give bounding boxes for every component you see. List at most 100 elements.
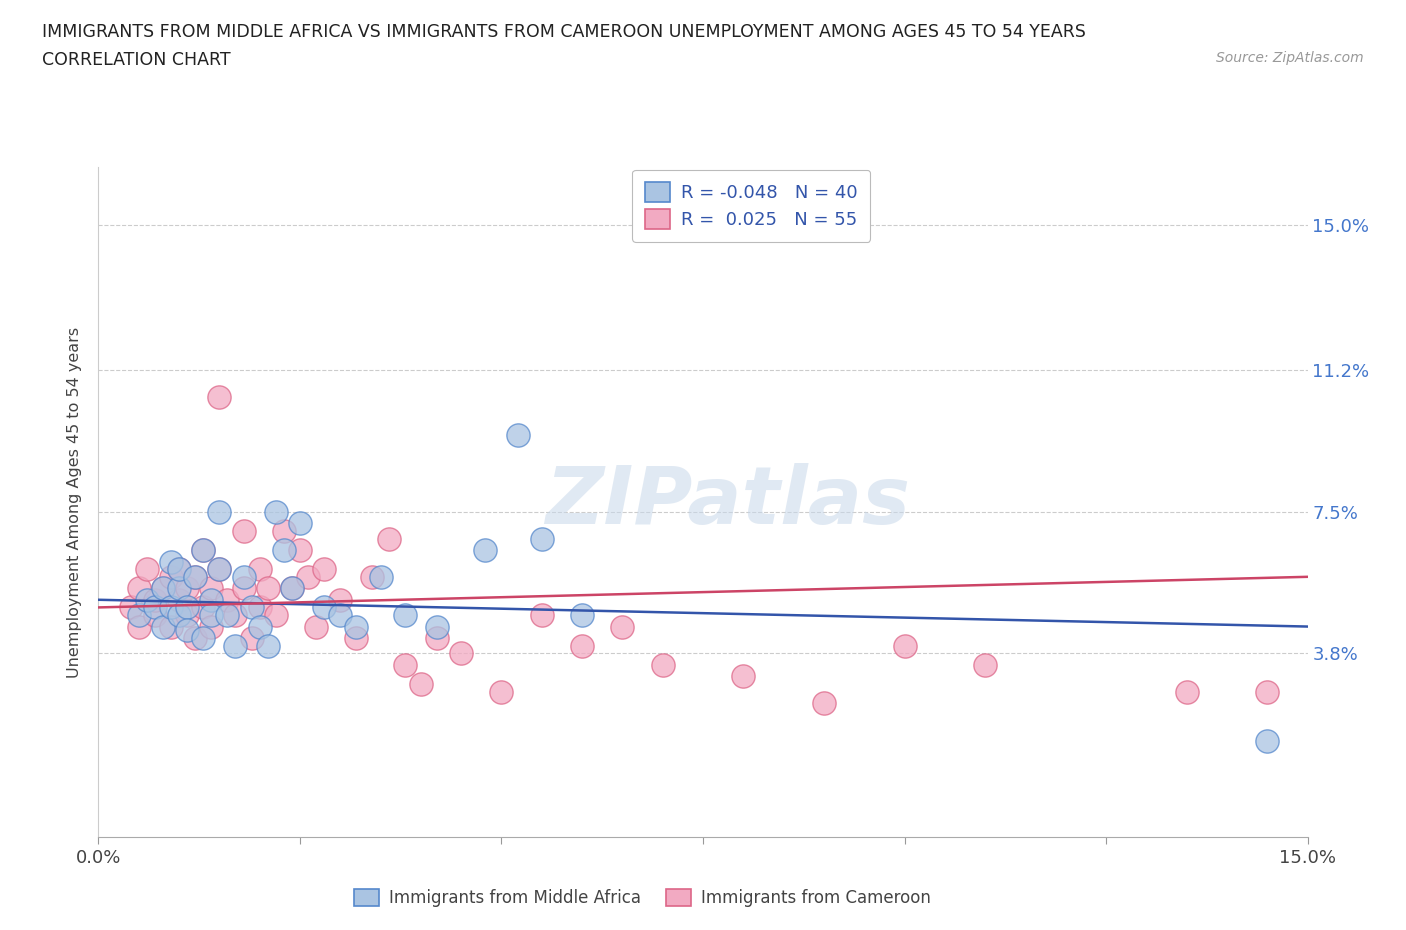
Point [184,569,207,584]
Point [281,581,304,596]
Point [571,638,593,653]
Point [167,581,190,596]
Point [176,607,198,622]
Point [128,607,150,622]
Point [426,631,449,645]
Point [571,607,593,622]
Point [143,592,166,607]
Point [733,669,755,684]
Point [120,600,142,615]
Point [344,631,367,645]
Point [152,581,174,596]
Point [232,569,254,584]
Point [160,600,183,615]
Point [128,581,150,596]
Point [224,638,246,653]
Point [974,658,997,672]
Point [273,524,295,538]
Point [249,562,271,577]
Text: CORRELATION CHART: CORRELATION CHART [42,51,231,69]
Text: IMMIGRANTS FROM MIDDLE AFRICA VS IMMIGRANTS FROM CAMEROON UNEMPLOYMENT AMONG AGE: IMMIGRANTS FROM MIDDLE AFRICA VS IMMIGRA… [42,23,1085,41]
Point [288,542,311,557]
Point [208,562,231,577]
Point [176,600,198,615]
Point [167,607,190,622]
Point [394,607,416,622]
Point [200,619,222,634]
Point [491,684,513,699]
Point [281,581,304,596]
Point [314,562,336,577]
Point [200,581,222,596]
Point [1175,684,1198,699]
Point [1256,684,1278,699]
Point [530,607,553,622]
Point [193,542,215,557]
Point [409,676,432,691]
Point [184,569,207,584]
Point [426,619,449,634]
Point [297,569,319,584]
Point [256,581,278,596]
Point [143,600,166,615]
Point [249,619,271,634]
Point [160,569,183,584]
Point [450,646,472,661]
Point [176,623,198,638]
Point [530,531,553,546]
Point [394,658,416,672]
Point [273,542,295,557]
Point [200,607,222,622]
Point [160,619,183,634]
Point [893,638,915,653]
Text: Source: ZipAtlas.com: Source: ZipAtlas.com [1216,51,1364,65]
Point [377,531,399,546]
Point [208,390,231,405]
Point [256,638,278,653]
Point [193,631,215,645]
Point [240,631,263,645]
Point [651,658,673,672]
Point [160,554,183,569]
Legend: Immigrants from Middle Africa, Immigrants from Cameroon: Immigrants from Middle Africa, Immigrant… [346,881,939,916]
Point [176,581,198,596]
Point [506,428,529,443]
Point [217,607,239,622]
Point [240,600,263,615]
Point [128,619,150,634]
Point [344,619,367,634]
Point [224,607,246,622]
Point [474,542,496,557]
Point [208,504,231,519]
Point [167,562,190,577]
Point [813,696,835,711]
Point [193,542,215,557]
Y-axis label: Unemployment Among Ages 45 to 54 years: Unemployment Among Ages 45 to 54 years [67,326,83,678]
Text: ZIPatlas: ZIPatlas [544,463,910,541]
Point [167,562,190,577]
Point [1256,734,1278,749]
Point [264,504,287,519]
Point [612,619,634,634]
Point [152,619,174,634]
Point [305,619,328,634]
Point [249,600,271,615]
Point [288,516,311,531]
Point [184,631,207,645]
Point [264,607,287,622]
Point [370,569,392,584]
Point [361,569,384,584]
Point [143,607,166,622]
Point [193,600,215,615]
Point [232,581,254,596]
Point [152,581,174,596]
Point [167,592,190,607]
Point [329,607,352,622]
Point [329,592,352,607]
Point [208,562,231,577]
Point [200,592,222,607]
Point [232,524,254,538]
Point [135,592,157,607]
Point [135,562,157,577]
Point [217,592,239,607]
